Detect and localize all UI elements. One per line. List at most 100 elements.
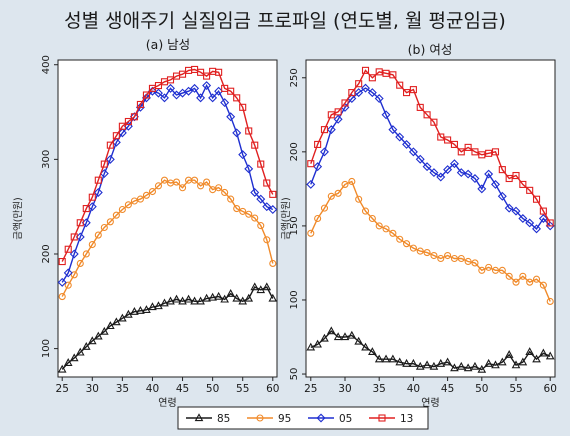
plot-area-0 <box>57 59 278 378</box>
point-85-1-49 <box>470 361 480 370</box>
point-95-0-32 <box>100 223 108 232</box>
point-05-0-42 <box>160 93 169 103</box>
point-95-1-40 <box>409 244 417 252</box>
point-05-0-26 <box>63 268 73 278</box>
point-95-0-26 <box>64 281 72 289</box>
point-85-1-47 <box>456 361 466 370</box>
point-13-0-33 <box>106 141 114 149</box>
point-85-0-60 <box>268 293 278 302</box>
point-95-0-57 <box>251 214 259 222</box>
point-13-1-58 <box>532 195 541 203</box>
point-05-1-25 <box>306 179 316 189</box>
y-tick-label-1-150: 150 <box>289 216 300 235</box>
x-tick-label-1-25: 25 <box>304 383 317 395</box>
point-05-1-46 <box>449 159 459 169</box>
point-13-1-45 <box>444 136 452 144</box>
point-05-1-37 <box>388 125 398 135</box>
x-tick-label-0-60: 60 <box>266 383 279 395</box>
point-85-0-27 <box>69 353 79 362</box>
point-85-1-40 <box>409 358 418 367</box>
point-05-1-27 <box>319 147 329 157</box>
point-95-0-29 <box>82 250 90 258</box>
point-95-1-55 <box>512 278 520 286</box>
point-05-1-38 <box>395 132 405 142</box>
point-13-1-49 <box>471 148 479 156</box>
legend-box <box>177 406 429 430</box>
point-05-0-25 <box>57 277 67 287</box>
x-tick-label-1-30: 30 <box>338 383 351 395</box>
point-95-0-56 <box>245 210 253 218</box>
point-95-0-30 <box>88 240 96 249</box>
point-85-1-27 <box>320 333 329 342</box>
legend-label-95: 95 <box>278 413 291 425</box>
point-05-0-60 <box>268 205 278 214</box>
point-85-1-52 <box>491 360 500 369</box>
point-95-0-48 <box>197 182 205 190</box>
point-13-1-37 <box>389 71 397 79</box>
point-05-1-51 <box>484 169 494 179</box>
point-05-1-43 <box>429 168 439 178</box>
point-13-0-55 <box>239 103 247 111</box>
point-85-0-48 <box>196 296 205 305</box>
point-05-1-48 <box>463 169 473 179</box>
point-85-0-33 <box>106 321 115 330</box>
y-axis-label-0: 금액(만원) <box>12 197 24 239</box>
point-05-0-50 <box>208 93 218 103</box>
point-95-1-38 <box>396 235 404 243</box>
point-95-1-37 <box>389 229 397 237</box>
point-05-1-33 <box>361 83 370 93</box>
plot-area-1 <box>305 59 556 378</box>
point-85-0-26 <box>63 358 73 366</box>
point-13-0-60 <box>269 190 277 198</box>
point-85-0-37 <box>130 306 139 315</box>
point-95-1-54 <box>505 272 513 280</box>
point-13-1-51 <box>485 149 493 157</box>
point-13-1-30 <box>341 99 349 107</box>
y-tick-label-1-200: 200 <box>289 142 300 161</box>
point-05-1-41 <box>415 154 425 164</box>
point-85-1-26 <box>313 339 322 348</box>
point-85-1-45 <box>443 357 452 366</box>
y-tick-label-1-50: 50 <box>289 368 300 381</box>
series-line-13-1 <box>310 69 551 224</box>
point-13-0-56 <box>245 127 253 135</box>
point-13-0-36 <box>124 117 132 126</box>
legend-marker-95 <box>256 414 264 422</box>
point-95-1-53 <box>498 266 506 274</box>
point-13-0-28 <box>76 219 84 227</box>
point-05-0-55 <box>238 150 248 160</box>
point-05-1-40 <box>408 147 418 157</box>
point-95-1-39 <box>403 240 411 248</box>
point-05-1-32 <box>354 88 364 98</box>
point-13-1-55 <box>512 171 520 180</box>
point-13-1-43 <box>430 118 438 126</box>
point-13-0-38 <box>136 100 144 109</box>
point-13-0-51 <box>215 68 223 76</box>
point-85-0-57 <box>250 282 260 291</box>
point-85-0-29 <box>81 341 91 350</box>
point-85-0-28 <box>75 347 85 356</box>
point-13-1-42 <box>423 111 431 119</box>
point-95-0-38 <box>136 195 144 203</box>
point-95-1-51 <box>485 263 493 271</box>
point-13-1-41 <box>416 103 424 111</box>
point-85-1-41 <box>415 361 425 370</box>
point-13-0-54 <box>233 94 241 102</box>
point-85-1-31 <box>347 330 357 339</box>
x-tick-label-1-45: 45 <box>441 383 454 395</box>
x-tick-label-1-60: 60 <box>544 383 557 395</box>
point-05-1-57 <box>525 218 535 228</box>
point-95-0-49 <box>203 178 211 186</box>
point-13-0-35 <box>118 122 126 130</box>
point-13-0-26 <box>64 245 72 253</box>
point-85-0-45 <box>178 296 187 305</box>
point-95-0-27 <box>70 271 78 279</box>
point-13-1-53 <box>498 166 506 174</box>
point-13-0-43 <box>166 76 175 84</box>
point-95-0-60 <box>269 259 277 267</box>
point-95-1-31 <box>348 177 356 186</box>
point-13-0-27 <box>70 233 78 241</box>
series-line-05-1 <box>310 87 551 230</box>
point-13-1-56 <box>519 180 527 188</box>
point-95-0-37 <box>130 197 138 205</box>
